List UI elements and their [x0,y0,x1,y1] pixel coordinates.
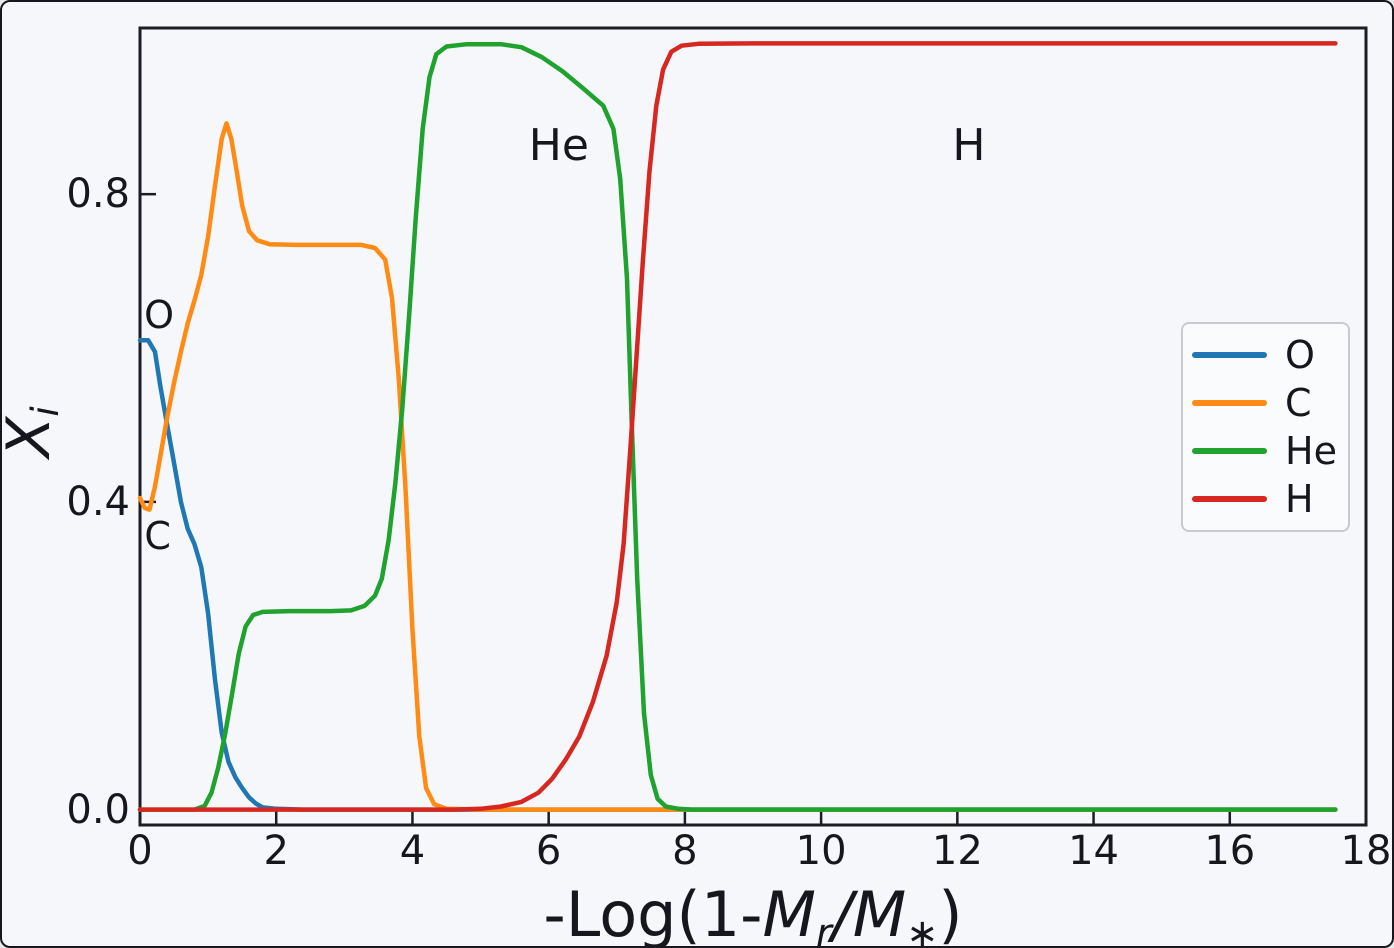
legend-label-He: He [1285,429,1337,473]
series-line-H [137,41,1338,812]
x-axis-label-prefix: -Log(1- [543,878,763,948]
y-tick-label-0.0: 0.0 [66,786,130,833]
x-tick-label-8: 8 [672,828,698,874]
legend-label-H: H [1285,477,1314,521]
x-tick-label-2: 2 [263,828,289,874]
x-axis-label-mstar: M [852,878,907,948]
legend-item-H: H [1183,476,1348,522]
legend-item-O: O [1183,332,1348,378]
legend-swatch-He [1192,448,1267,454]
x-axis-label-mstar-sub: ∗ [906,910,939,948]
x-tick-label-4: 4 [399,828,426,874]
y-axis-label: Xi [2,406,67,457]
series-line-He [137,41,1338,812]
y-axis-label-symbol: X [0,416,64,458]
x-tick-label-14: 14 [1068,828,1119,874]
y-tick-label-0.8: 0.8 [66,171,130,218]
x-axis-label-mr-sub: r [816,910,832,948]
legend-label-O: O [1285,333,1315,377]
x-axis-label: -Log(1-Mr/M∗) [543,884,962,948]
x-axis-label-close: ) [938,878,963,948]
legend-swatch-C [1192,400,1267,406]
annotation-C: C [144,513,171,558]
legend-swatch-O [1192,352,1267,358]
legend-item-He: He [1183,428,1348,474]
x-tick-label-10: 10 [795,828,847,874]
x-axis-label-slash: / [831,878,853,948]
annotation-O: O [144,292,175,337]
series-line-C [137,121,1338,812]
legend-label-C: C [1285,381,1312,425]
legend-swatch-H [1192,496,1267,502]
x-tick-label-12: 12 [931,828,983,874]
x-tick-label-16: 16 [1204,828,1256,874]
y-axis-label-subscript: i [23,406,68,417]
annotation-He: He [528,120,589,172]
axes-frame [138,26,1368,827]
legend-item-C: C [1183,380,1348,426]
legend: O C He H [1181,322,1350,532]
x-tick-label-0: 0 [127,828,153,874]
annotation-H: H [952,119,986,171]
x-axis-label-mr: M [762,878,817,948]
x-tick-label-6: 6 [535,828,562,874]
series-line-O [137,338,1338,812]
y-tick-label-0.4: 0.4 [66,478,130,525]
x-tick-label-18: 18 [1340,828,1392,874]
